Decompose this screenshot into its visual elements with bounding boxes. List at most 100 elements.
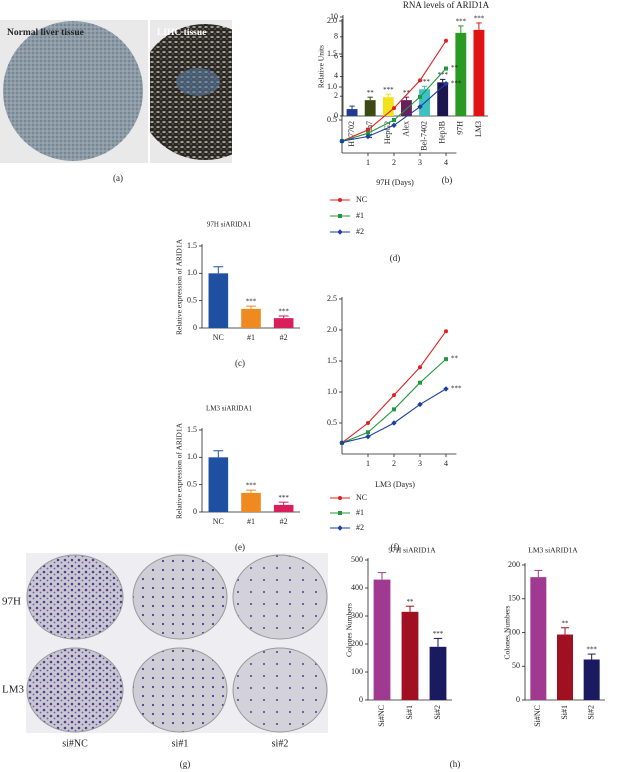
legend-marker [338, 511, 342, 515]
y-tick-label: 50 [512, 661, 520, 670]
marker [418, 380, 422, 385]
bar [530, 577, 547, 700]
y-tick-label: 0.5 [327, 418, 337, 427]
significance-label: ** [367, 89, 375, 97]
significance-label: ** [562, 619, 570, 627]
panel-label: (f) [391, 542, 400, 552]
marker [365, 133, 371, 140]
x-tick-label: Si#1 [560, 705, 569, 720]
marker [366, 430, 370, 435]
significance-label: ** [407, 598, 415, 606]
y-tick-label: 1.5 [187, 425, 197, 434]
y-axis-label: Relative expression of ARID1A [175, 422, 184, 519]
legend-marker [338, 198, 342, 202]
marker [444, 38, 448, 43]
marker [444, 329, 448, 334]
row-label: LM3 [2, 684, 25, 696]
x-tick-label: Hep3B [438, 121, 447, 144]
bar [401, 100, 412, 116]
y-tick-label: 2.0 [327, 16, 337, 25]
significance-label: *** [246, 482, 257, 490]
bar [583, 659, 600, 700]
marker [391, 122, 397, 128]
significance-label: *** [451, 385, 462, 393]
marker [392, 407, 396, 412]
panel-label: (a) [113, 173, 123, 183]
column-label: si#2 [272, 738, 289, 749]
panel-label: (h) [450, 759, 461, 769]
chart-title: 97H siARIDA1 [207, 221, 252, 229]
x-tick-label: LM3 [474, 121, 483, 137]
x-tick-label: Si#1 [405, 705, 414, 720]
bar [241, 492, 261, 512]
y-tick-label: 1.5 [187, 241, 197, 250]
y-tick-label: 300 [351, 611, 363, 620]
legend-label: #1 [356, 211, 364, 220]
x-tick-label: #2 [280, 517, 288, 526]
significance-label: *** [586, 646, 597, 654]
y-tick-label: 0 [359, 695, 363, 704]
x-tick-label: 97H [456, 121, 465, 135]
significance-label: ** [403, 89, 411, 97]
marker [392, 393, 396, 398]
y-tick-label: 1.5 [327, 356, 337, 365]
marker [444, 357, 448, 362]
significance-label: *** [278, 494, 289, 502]
marker [366, 421, 370, 425]
marker [392, 118, 396, 122]
x-tick-label: NC [213, 517, 224, 526]
bar [473, 29, 485, 116]
series-line [341, 330, 447, 444]
y-tick-label: 1.5 [327, 49, 337, 58]
x-tick-label: 2 [392, 459, 396, 468]
y-tick-label: 2 [334, 91, 338, 100]
x-tick-label: Si#NC [377, 705, 386, 727]
bar [273, 504, 294, 512]
panel-label: (d) [390, 253, 401, 263]
bar [241, 308, 261, 328]
marker [418, 78, 422, 83]
y-tick-label: 2.0 [327, 325, 337, 334]
y-axis-label: Colones Numbers [503, 605, 512, 659]
y-tick-label: 0.5 [187, 479, 197, 488]
y-tick-label: 0 [516, 695, 520, 704]
x-tick-label: H17702 [347, 121, 356, 147]
marker [339, 138, 345, 144]
colony-plates [26, 553, 328, 733]
y-tick-label: 150 [508, 594, 520, 603]
panel-label: (e) [235, 542, 245, 552]
significance-label: ** [451, 355, 459, 363]
x-tick-label: 4 [444, 158, 448, 167]
chart-title: RNA levels of ARID1A [403, 0, 490, 10]
significance-label: *** [383, 86, 394, 94]
marker [418, 365, 422, 370]
significance-label: *** [474, 15, 485, 23]
significance-label: *** [451, 79, 462, 87]
legend-marker [338, 496, 342, 500]
significance-label: *** [456, 18, 467, 26]
y-tick-label: 0.5 [327, 115, 337, 124]
image-label: LIHC tissue [157, 28, 206, 38]
column-label: si#1 [172, 738, 189, 749]
legend-label: #2 [356, 523, 364, 532]
chart-title: LM3 siARIDA1 [206, 405, 253, 413]
x-tick-label: #1 [247, 333, 255, 342]
x-tick-label: Si#2 [586, 705, 595, 720]
marker [444, 66, 448, 71]
bar [557, 634, 573, 700]
y-tick-label: 1.0 [187, 268, 197, 277]
x-tick-label: NC [213, 333, 224, 342]
x-tick-label: Alex [401, 121, 410, 137]
chart-title: LM3 siARID1A [528, 546, 578, 555]
significance-label: ** [451, 64, 459, 72]
y-tick-label: 100 [351, 667, 363, 676]
y-tick-label: 1.0 [327, 82, 337, 91]
marker [443, 386, 449, 392]
bar [273, 318, 294, 328]
y-axis-label: Relative expression of ARID1A [175, 238, 184, 335]
bar [346, 109, 358, 116]
x-tick-label: #1 [247, 517, 255, 526]
legend-marker [337, 229, 343, 235]
y-tick-label: 0 [193, 323, 197, 332]
